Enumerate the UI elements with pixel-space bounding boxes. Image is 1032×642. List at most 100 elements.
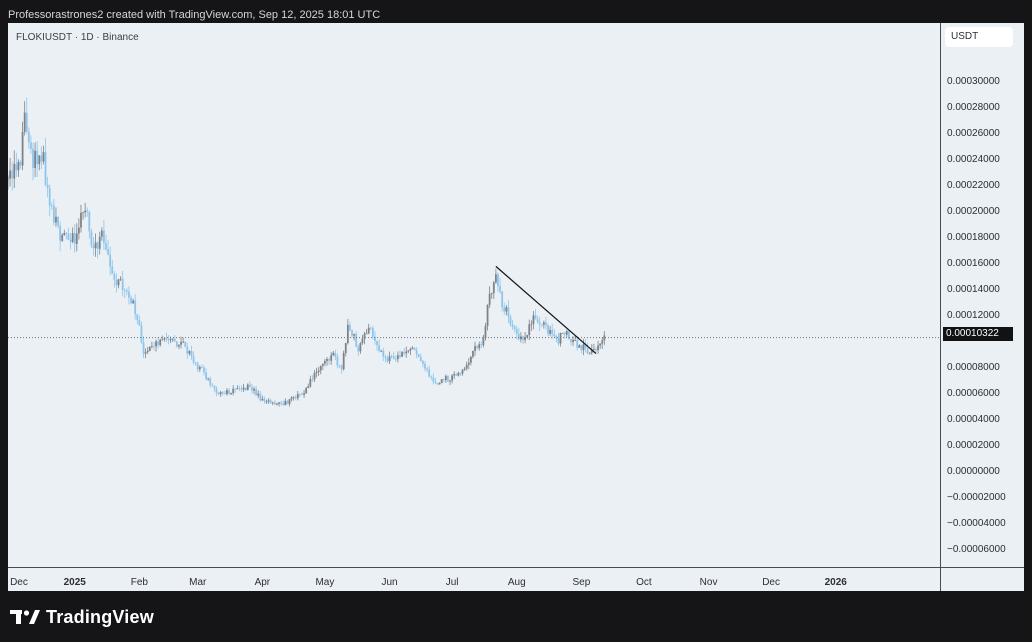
time-axis[interactable]: Dec 2025 Feb Mar Apr May Jun Jul Aug Sep Oct Nov Dec… — [8, 567, 940, 591]
candle — [192, 351, 195, 365]
candle — [382, 347, 385, 362]
candle — [472, 350, 474, 359]
price-chart-svg[interactable] — [8, 23, 940, 567]
candle — [597, 340, 599, 354]
candle — [336, 353, 339, 369]
candle — [315, 367, 318, 378]
price-tick-label: 0.00028000 — [947, 101, 1000, 113]
candle — [342, 350, 345, 371]
candle — [534, 308, 537, 320]
price-tick-label: 0.00022000 — [947, 179, 1000, 191]
candle — [59, 221, 62, 252]
candle — [44, 138, 47, 187]
candle — [69, 232, 72, 250]
candle — [426, 366, 428, 373]
candle — [440, 379, 443, 384]
candle — [278, 401, 280, 407]
candle — [67, 228, 70, 241]
candle — [184, 341, 187, 348]
candle — [205, 368, 207, 381]
candle — [547, 323, 549, 337]
candle — [190, 345, 193, 360]
candle — [497, 272, 499, 293]
candle — [384, 354, 387, 363]
candle — [211, 383, 214, 387]
candle — [63, 229, 66, 237]
candle — [369, 326, 372, 331]
candle — [432, 373, 435, 385]
candle — [163, 337, 166, 342]
candle — [349, 321, 351, 332]
candle — [344, 342, 347, 357]
candle — [407, 349, 410, 354]
candle — [545, 317, 547, 330]
candle — [48, 184, 51, 217]
candle — [509, 314, 512, 327]
candle — [248, 381, 251, 388]
candle — [196, 361, 199, 373]
candle — [94, 233, 97, 257]
candle — [111, 259, 114, 274]
candle — [11, 161, 14, 191]
candle — [428, 365, 431, 378]
candle — [219, 390, 222, 397]
candle — [436, 383, 439, 386]
candle — [157, 336, 160, 349]
currency-unit-button[interactable]: USDT — [945, 27, 1013, 47]
candle — [520, 332, 522, 343]
axis-corner — [940, 567, 1024, 591]
candle — [55, 207, 57, 227]
candle — [522, 335, 524, 345]
candle — [474, 341, 476, 356]
candle — [478, 341, 481, 351]
candle — [584, 339, 587, 353]
tradingview-logo[interactable]: TradingView — [10, 604, 154, 630]
candle — [438, 382, 441, 385]
candle — [273, 400, 276, 405]
price-tick-label: 0.00002000 — [947, 439, 1000, 451]
candle — [392, 351, 395, 360]
symbol-label[interactable]: FLOKIUSDT · 1D · Binance — [16, 32, 139, 43]
candle — [334, 349, 337, 361]
candle — [463, 366, 466, 371]
candle — [140, 321, 143, 344]
candle — [565, 329, 568, 337]
candle — [27, 127, 30, 149]
candle — [409, 347, 412, 356]
candle — [186, 342, 189, 359]
candle — [346, 318, 349, 345]
price-axis[interactable]: USDT 0.00010322 0.00030000 0.00028000 0.00… — [940, 23, 1024, 567]
candle — [319, 365, 322, 375]
chart-panel[interactable]: FLOKIUSDT · 1D · Binance USDT 0.00010322… — [8, 23, 1024, 591]
candle — [123, 288, 126, 299]
candle — [361, 334, 364, 345]
candle — [23, 101, 26, 136]
candle — [84, 202, 87, 218]
candle — [311, 375, 314, 382]
candle — [134, 294, 137, 320]
candle — [328, 357, 330, 365]
tradingview-wordmark: TradingView — [46, 606, 154, 627]
candle — [563, 331, 566, 339]
candle — [223, 390, 226, 395]
candle — [517, 327, 520, 341]
candle — [173, 334, 176, 343]
candle — [292, 396, 295, 401]
candle — [444, 374, 447, 383]
plot-area[interactable]: FLOKIUSDT · 1D · Binance — [8, 23, 940, 567]
candle — [180, 336, 182, 349]
candle — [561, 332, 564, 334]
descending-trendline[interactable] — [495, 265, 597, 355]
candle — [13, 150, 16, 189]
candle — [125, 287, 128, 296]
candle — [415, 347, 418, 359]
candle — [499, 277, 501, 295]
candle — [357, 344, 360, 356]
candle — [130, 295, 132, 305]
candle — [299, 393, 301, 398]
candle — [330, 351, 333, 365]
price-tick-label: −0.00006000 — [947, 544, 1006, 556]
candle — [580, 344, 583, 354]
candle — [263, 396, 266, 404]
time-tick-label: Aug — [508, 577, 526, 588]
